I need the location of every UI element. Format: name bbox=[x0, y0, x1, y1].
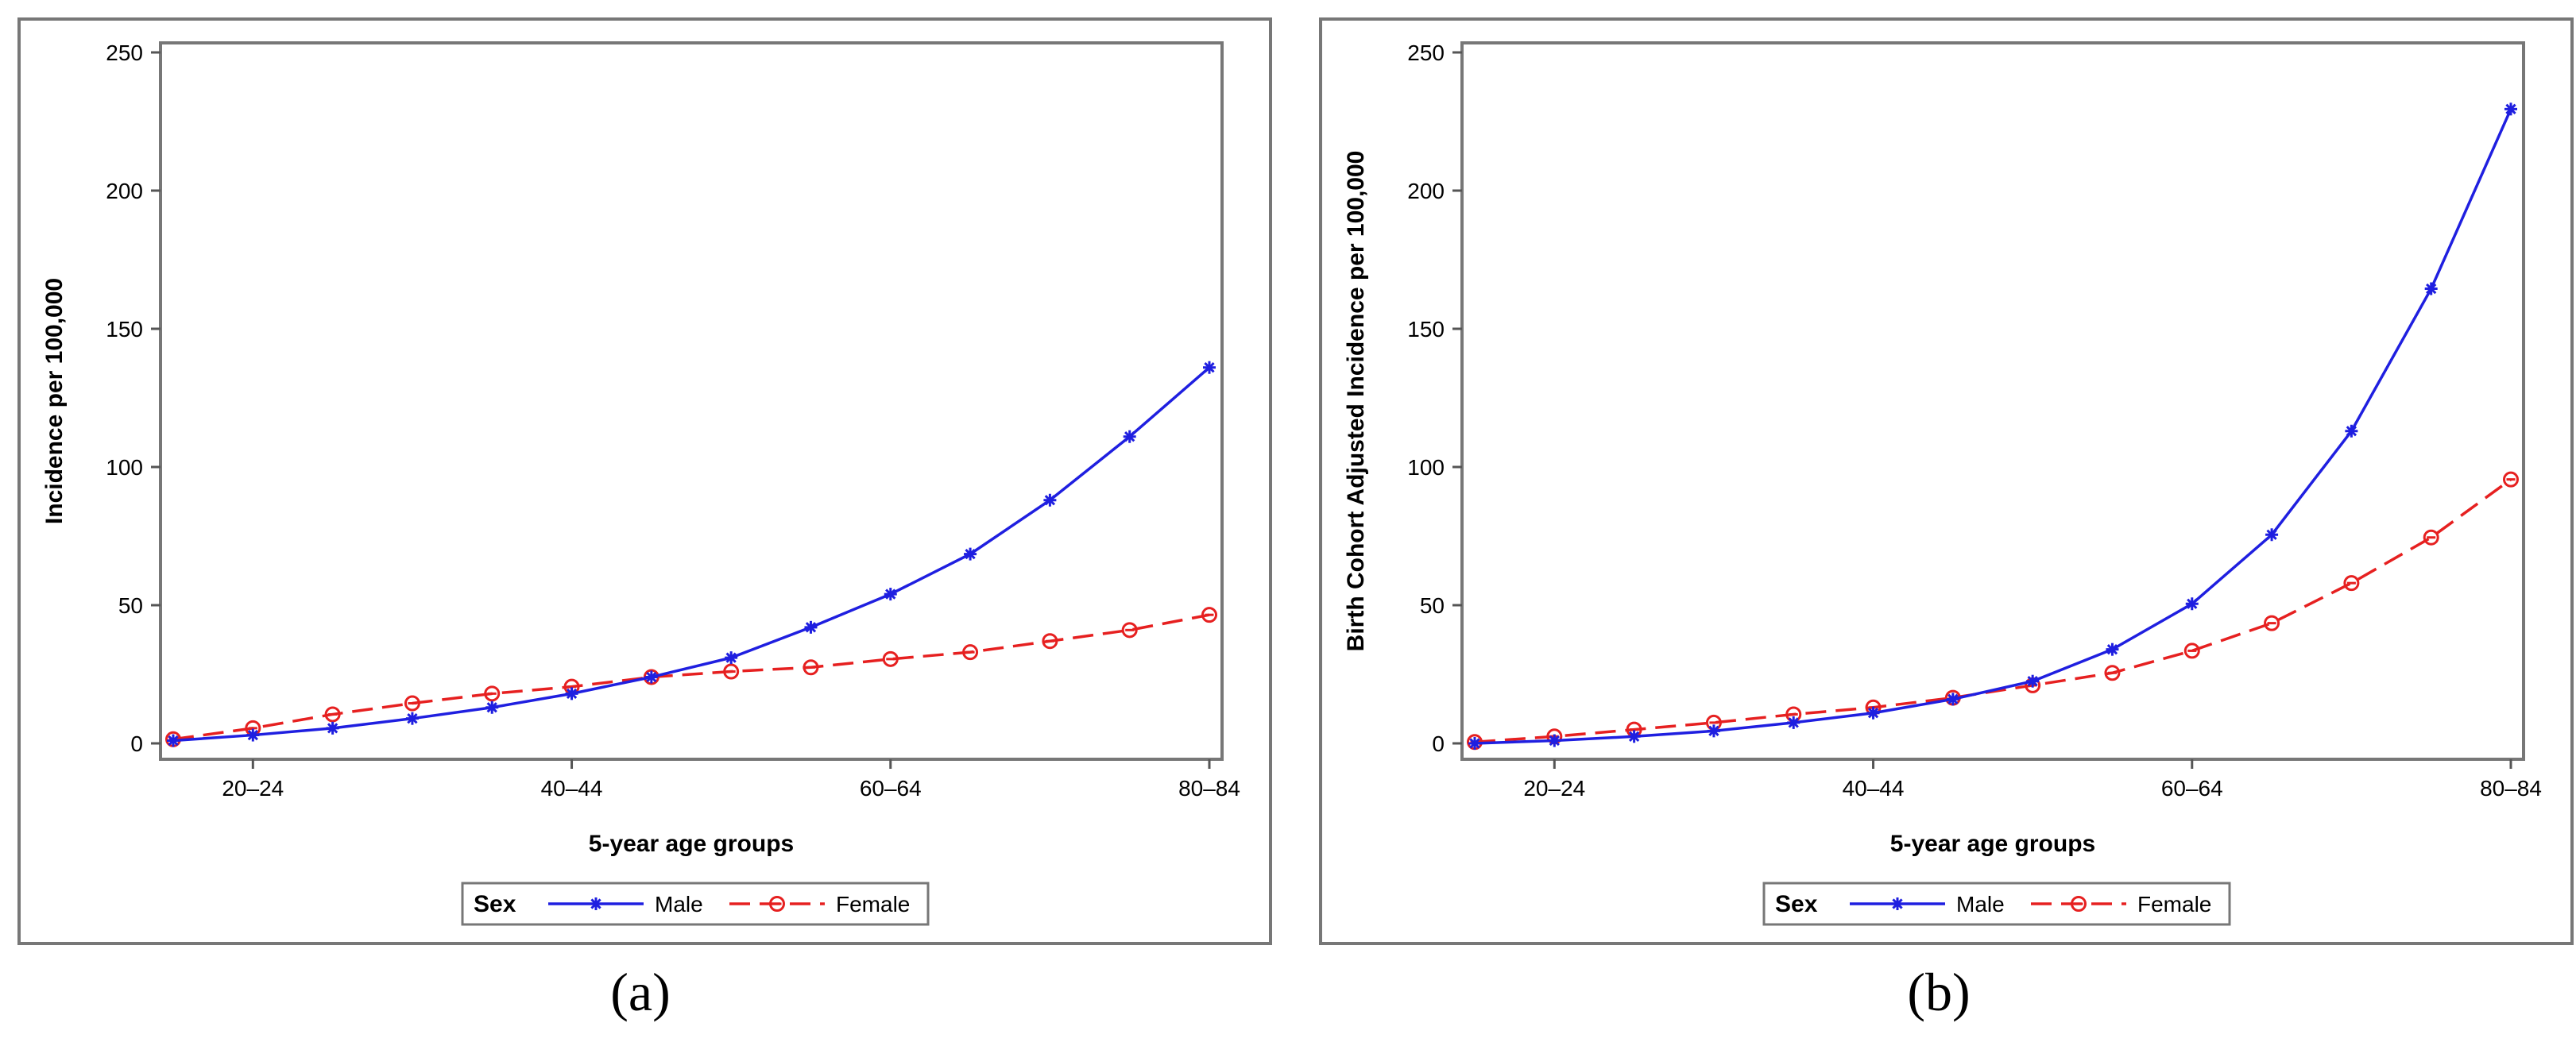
legend-box bbox=[1762, 882, 2231, 926]
legend-label-male: Male bbox=[1956, 892, 2005, 917]
legend-marker-female bbox=[769, 896, 785, 912]
panel-label-a: (a) bbox=[610, 962, 671, 1022]
y-tick-label: 150 bbox=[106, 317, 143, 342]
data-point-female bbox=[1042, 633, 1058, 650]
x-axis-title: 5-year age groups bbox=[1890, 831, 2095, 857]
y-tick-label: 0 bbox=[130, 731, 143, 756]
chart-panel-b: 0 50 100 150 200 250 20–24 40–44 60–64 80–84 5-yea… bbox=[1319, 17, 2574, 945]
y-tick-label: 200 bbox=[106, 179, 143, 203]
data-point-male bbox=[565, 687, 578, 700]
x-tick-label: 40–44 bbox=[1843, 776, 1905, 801]
chart-panel-a: 0 50 100 150 200 250 20–24 40–44 60–64 80–84 5-yea… bbox=[17, 17, 1272, 945]
data-point-female bbox=[2503, 471, 2519, 488]
y-tick-label: 50 bbox=[1420, 593, 1445, 618]
series-female-a bbox=[165, 607, 1217, 747]
data-point-female bbox=[803, 659, 819, 676]
x-tick-label: 80–84 bbox=[2480, 776, 2542, 801]
data-point-female bbox=[1201, 607, 1217, 623]
x-tick-label: 60–64 bbox=[860, 776, 922, 801]
data-point-female bbox=[484, 685, 501, 702]
data-point-male bbox=[2026, 674, 2040, 688]
data-point-female bbox=[723, 663, 740, 680]
x-tick-label: 40–44 bbox=[541, 776, 603, 801]
data-point-male bbox=[1043, 493, 1057, 507]
y-tick-label: 200 bbox=[1407, 179, 1445, 203]
data-point-male bbox=[2265, 528, 2279, 542]
panel-label-b: (b) bbox=[1907, 962, 1971, 1022]
series-male-a bbox=[167, 361, 1216, 747]
y-axis-title: Birth Cohort Adjusted Incidence per 100,… bbox=[1343, 151, 1369, 652]
data-point-male bbox=[1548, 734, 1561, 747]
data-point-male bbox=[2185, 597, 2199, 611]
chart-svg-b: 0 50 100 150 200 250 20–24 40–44 60–64 80–84 5-yea… bbox=[1343, 41, 2542, 926]
data-point-male bbox=[485, 700, 499, 714]
data-point-male bbox=[2345, 424, 2358, 438]
data-point-male bbox=[1707, 724, 1720, 738]
x-tick-label: 20–24 bbox=[1523, 776, 1585, 801]
plot-frame bbox=[159, 41, 1224, 761]
data-point-male bbox=[1946, 693, 1959, 706]
data-point-male bbox=[1627, 730, 1641, 743]
data-point-male bbox=[1787, 716, 1800, 729]
data-point-male bbox=[1468, 737, 1481, 750]
data-point-female bbox=[2104, 665, 2121, 681]
y-tick-label: 100 bbox=[106, 455, 143, 480]
series-male-b bbox=[1468, 102, 2517, 750]
series-line-female bbox=[1474, 478, 2512, 744]
x-tick-label: 20–24 bbox=[222, 776, 284, 801]
data-point-female bbox=[882, 650, 899, 667]
data-point-female bbox=[1121, 622, 1138, 639]
legend-marker-female bbox=[2071, 896, 2087, 912]
data-point-male bbox=[2504, 102, 2517, 116]
data-point-female bbox=[2183, 643, 2200, 659]
data-point-male bbox=[644, 670, 658, 684]
legend-marker-male bbox=[590, 897, 602, 910]
data-point-male bbox=[2106, 643, 2119, 656]
data-point-male bbox=[1203, 361, 1216, 374]
x-tick-label: 80–84 bbox=[1178, 776, 1240, 801]
data-point-female bbox=[2343, 575, 2360, 592]
series-line-male bbox=[1474, 108, 2512, 745]
legend-label-female: Female bbox=[2137, 892, 2211, 917]
data-point-male bbox=[326, 721, 339, 735]
data-point-male bbox=[167, 734, 180, 747]
data-point-male bbox=[1866, 706, 1880, 720]
legend: Sex Male Female bbox=[1762, 882, 2231, 926]
legend-title: Sex bbox=[1775, 891, 1818, 917]
x-axis-title: 5-year age groups bbox=[589, 831, 794, 857]
legend-title: Sex bbox=[474, 891, 516, 917]
data-point-female bbox=[324, 706, 341, 723]
data-point-female bbox=[2264, 615, 2280, 631]
data-point-female bbox=[404, 695, 420, 712]
legend: Sex Male Female bbox=[461, 882, 930, 926]
x-tick-label: 60–64 bbox=[2161, 776, 2223, 801]
data-point-male bbox=[405, 712, 419, 725]
data-point-female bbox=[962, 644, 979, 661]
data-point-male bbox=[2424, 282, 2438, 295]
data-point-male bbox=[246, 728, 260, 742]
series-line-male bbox=[172, 366, 1211, 743]
chart-svg-a: 0 50 100 150 200 250 20–24 40–44 60–64 80–84 5-yea… bbox=[41, 41, 1240, 926]
y-tick-label: 150 bbox=[1407, 317, 1445, 342]
legend-label-male: Male bbox=[655, 892, 703, 917]
y-tick-label: 250 bbox=[1407, 41, 1445, 65]
y-axis-title: Incidence per 100,000 bbox=[41, 278, 68, 524]
y-tick-label: 100 bbox=[1407, 455, 1445, 480]
legend-box bbox=[461, 882, 930, 926]
plot-frame bbox=[1460, 41, 2525, 761]
y-tick-label: 50 bbox=[118, 593, 143, 618]
y-tick-label: 250 bbox=[106, 41, 143, 65]
data-point-female bbox=[2423, 529, 2439, 546]
legend-marker-male bbox=[1891, 897, 1904, 910]
legend-label-female: Female bbox=[836, 892, 910, 917]
data-point-male bbox=[725, 651, 738, 665]
data-point-male bbox=[964, 547, 977, 561]
data-point-male bbox=[884, 588, 897, 601]
data-point-male bbox=[1123, 430, 1136, 443]
series-female-b bbox=[1467, 471, 2519, 751]
data-point-male bbox=[804, 620, 818, 634]
y-tick-label: 0 bbox=[1432, 731, 1445, 756]
series-line-female bbox=[172, 613, 1210, 741]
